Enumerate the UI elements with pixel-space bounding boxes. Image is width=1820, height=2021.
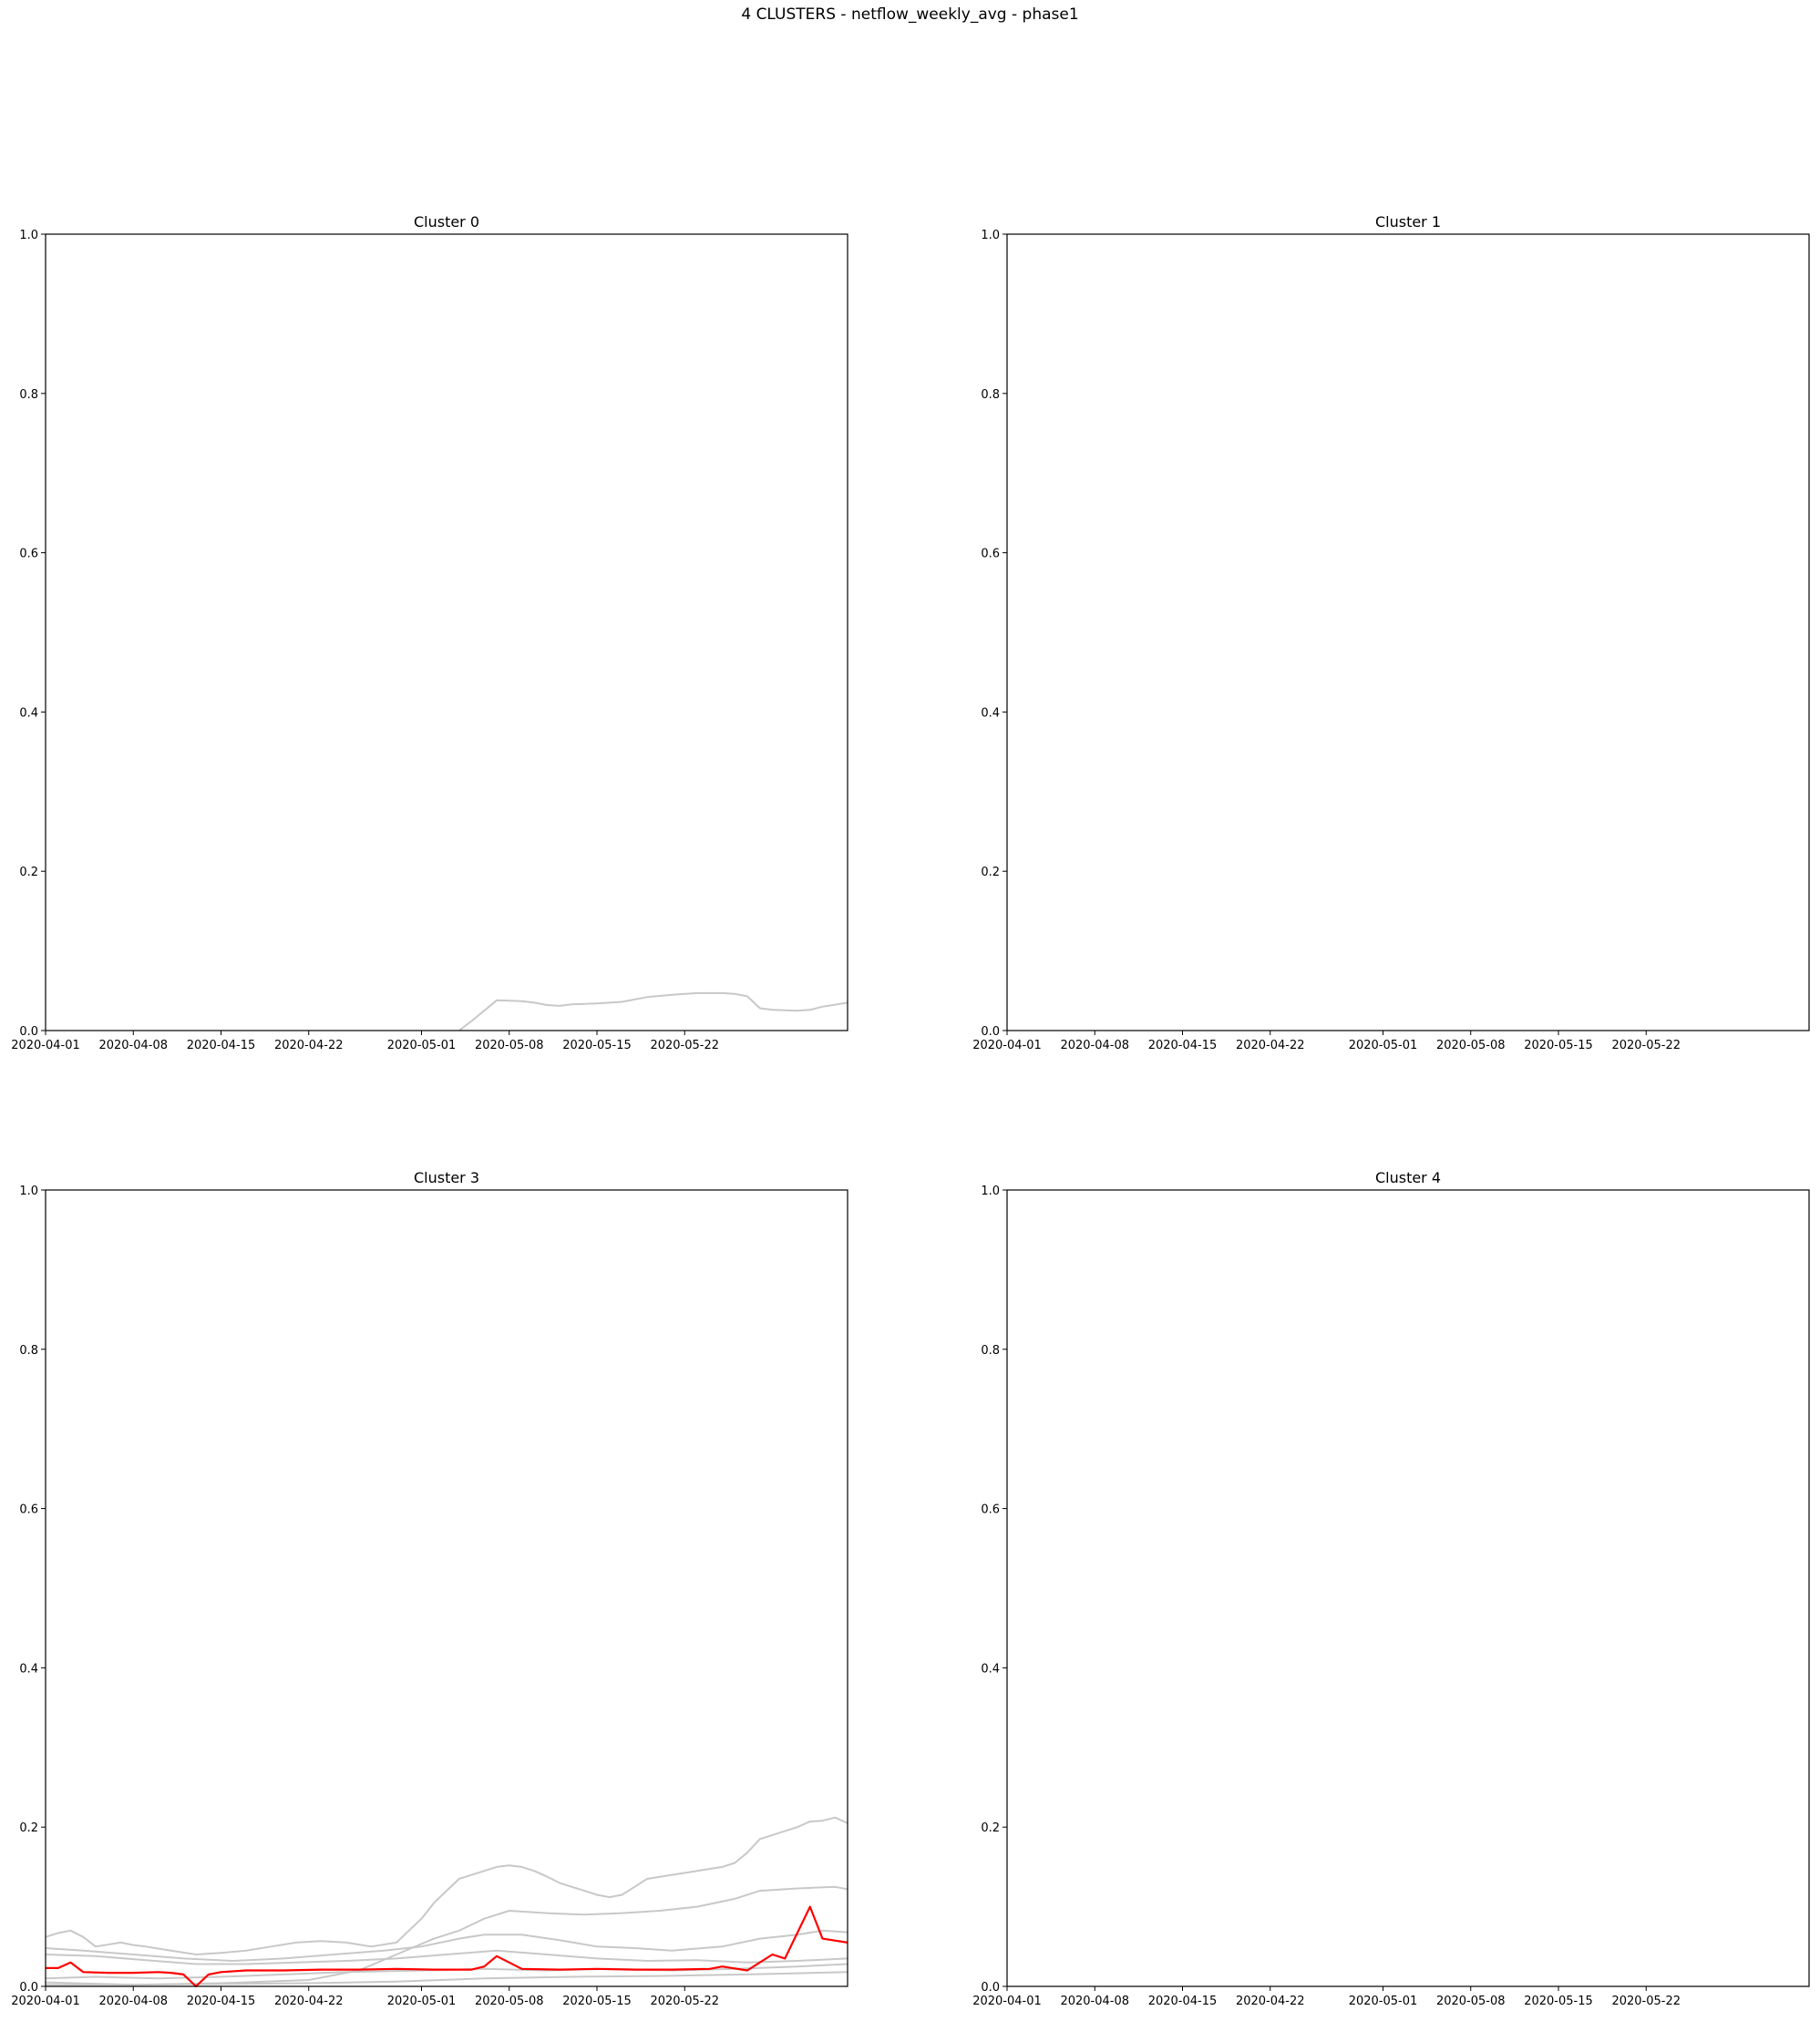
x-tick-label: 2020-04-01 — [11, 1039, 80, 1052]
y-tick-label: 0.0 — [19, 1981, 38, 1995]
y-tick-label: 1.0 — [981, 1185, 1000, 1198]
x-tick-label: 2020-04-01 — [11, 1995, 80, 2008]
x-tick-label: 2020-05-22 — [650, 1039, 719, 1052]
subplot-title: Cluster 1 — [1375, 213, 1441, 231]
x-tick-label: 2020-04-15 — [187, 1995, 256, 2008]
y-tick-label: 0.0 — [19, 1025, 38, 1039]
x-tick-label: 2020-04-22 — [274, 1995, 344, 2008]
y-tick-label: 0.2 — [981, 866, 1000, 879]
plot-frame — [45, 233, 848, 1031]
x-tick-label: 2020-05-08 — [475, 1039, 544, 1052]
x-tick-label: 2020-04-08 — [1060, 1039, 1129, 1052]
x-tick-label: 2020-04-22 — [1236, 1039, 1305, 1052]
x-tick-label: 2020-05-15 — [1524, 1995, 1593, 2008]
x-tick-label: 2020-04-08 — [98, 1995, 168, 2008]
y-tick-label: 0.6 — [19, 548, 38, 561]
x-tick-label: 2020-05-08 — [475, 1995, 544, 2008]
subplot-0: Cluster 0 0.0 0.2 0.4 0.6 0.8 1.0 2020-04-01 202… — [11, 213, 848, 1052]
x-tick-label: 2020-05-01 — [387, 1995, 457, 2008]
x-tick-label: 2020-04-01 — [972, 1995, 1042, 2008]
y-tick-label: 0.4 — [981, 706, 1000, 720]
series-line-2 — [46, 1929, 848, 1962]
y-tick-label: 0.2 — [19, 1821, 38, 1835]
x-tick-label: 2020-04-22 — [274, 1039, 344, 1052]
y-tick-label: 0.6 — [19, 1503, 38, 1517]
x-tick-label: 2020-05-22 — [1611, 1995, 1681, 2008]
plot-frame — [45, 1189, 848, 1987]
subplot-title: Cluster 3 — [414, 1169, 479, 1186]
x-tick-label: 2020-05-01 — [1349, 1039, 1418, 1052]
y-tick-label: 0.8 — [981, 1344, 1000, 1358]
x-tick-label: 2020-05-15 — [562, 1995, 632, 2008]
x-tick-label: 2020-04-15 — [187, 1039, 256, 1052]
subplot-2: Cluster 3 0.0 0.2 0.4 0.6 0.8 1.0 2020-04-01 202… — [11, 1169, 848, 2008]
x-tick-label: 2020-05-01 — [1349, 1995, 1418, 2008]
x-tick-label: 2020-04-15 — [1148, 1039, 1218, 1052]
series-group — [46, 1816, 848, 1987]
plot-frame — [1006, 1189, 1810, 1987]
y-tick-label: 1.0 — [981, 229, 1000, 242]
y-tick-label: 0.6 — [981, 1503, 1000, 1517]
series-line-5 — [46, 1971, 848, 1986]
x-tick-label: 2020-04-22 — [1236, 1995, 1305, 2008]
series-line-6 — [46, 1905, 848, 1987]
y-tick-label: 1.0 — [19, 1185, 38, 1198]
subplot-1: Cluster 1 0.0 0.2 0.4 0.6 0.8 1.0 2020-04-01 202… — [972, 213, 1810, 1052]
y-tick-label: 0.4 — [19, 706, 38, 720]
y-tick-label: 0.2 — [981, 1821, 1000, 1835]
y-tick-label: 0.8 — [19, 1344, 38, 1358]
plot-frame — [1006, 233, 1810, 1031]
series-line-4 — [46, 1963, 848, 1980]
series-line-0 — [458, 991, 848, 1031]
x-tick-label: 2020-05-22 — [650, 1995, 719, 2008]
x-tick-label: 2020-04-08 — [98, 1039, 168, 1052]
y-tick-label: 0.0 — [981, 1025, 1000, 1039]
x-tick-label: 2020-05-22 — [1611, 1039, 1681, 1052]
subplot-3: Cluster 4 0.0 0.2 0.4 0.6 0.8 1.0 2020-04-01 202… — [972, 1169, 1810, 2008]
series-line-0 — [46, 1816, 848, 1955]
y-tick-label: 0.8 — [981, 388, 1000, 402]
y-tick-label: 0.4 — [19, 1662, 38, 1676]
y-tick-label: 0.8 — [19, 388, 38, 402]
x-tick-label: 2020-05-01 — [387, 1039, 457, 1052]
x-tick-label: 2020-05-15 — [562, 1039, 632, 1052]
series-line-1 — [46, 1885, 848, 1986]
x-tick-label: 2020-04-01 — [972, 1039, 1042, 1052]
subplot-title: Cluster 0 — [414, 213, 479, 231]
y-tick-label: 0.4 — [981, 1662, 1000, 1676]
figure-title: 4 CLUSTERS - netflow_weekly_avg - phase1 — [741, 5, 1079, 24]
x-tick-label: 2020-05-08 — [1436, 1995, 1506, 2008]
x-tick-label: 2020-04-08 — [1060, 1995, 1129, 2008]
series-line-3 — [46, 1949, 848, 1965]
series-group — [458, 991, 848, 1031]
subplot-title: Cluster 4 — [1375, 1169, 1441, 1186]
x-tick-label: 2020-05-08 — [1436, 1039, 1506, 1052]
y-tick-label: 0.0 — [981, 1981, 1000, 1995]
x-tick-label: 2020-05-15 — [1524, 1039, 1593, 1052]
y-tick-label: 1.0 — [19, 229, 38, 242]
y-tick-label: 0.6 — [981, 548, 1000, 561]
y-tick-label: 0.2 — [19, 866, 38, 879]
x-tick-label: 2020-04-15 — [1148, 1995, 1218, 2008]
